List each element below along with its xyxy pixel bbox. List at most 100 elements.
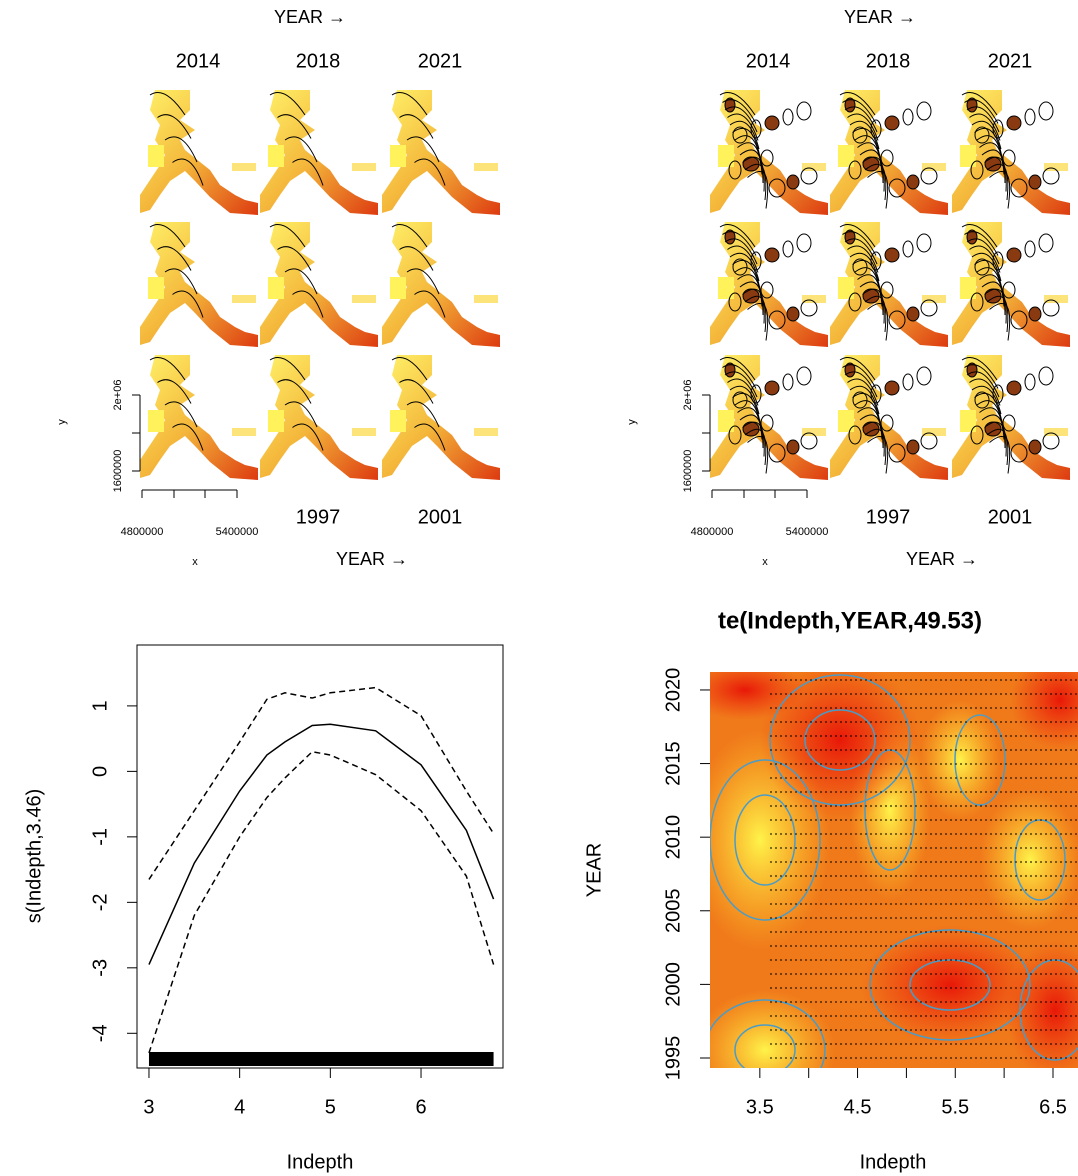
curve	[148, 750, 495, 1054]
y-tick-label: 2e+06	[682, 380, 694, 411]
contour	[1010, 310, 1028, 330]
contour	[292, 290, 324, 318]
contour	[984, 156, 1002, 172]
y-tick-label: -2	[89, 893, 111, 911]
curve	[148, 723, 495, 965]
contour	[1042, 167, 1060, 185]
map-shape	[140, 355, 258, 480]
contour	[842, 364, 877, 389]
contour	[1042, 432, 1060, 450]
contour	[768, 310, 786, 330]
contour	[722, 364, 757, 389]
contour	[857, 407, 883, 440]
x-axis-label: Indepth	[860, 1151, 927, 1173]
contour	[728, 292, 742, 312]
x-tick-label: 4800000	[121, 526, 164, 538]
contour	[719, 92, 756, 116]
contour	[839, 224, 876, 248]
contour	[769, 674, 911, 806]
contour	[870, 384, 882, 404]
map-shape	[382, 355, 500, 480]
contour	[786, 439, 800, 455]
map-fragment	[802, 428, 826, 436]
y-axis-label: YEAR	[583, 843, 605, 897]
contour	[964, 99, 999, 124]
map-panel	[382, 90, 500, 215]
contour	[847, 378, 879, 406]
contour	[859, 414, 884, 449]
contour	[964, 231, 999, 256]
map-fragment	[148, 277, 164, 299]
map-fragment	[390, 410, 406, 432]
contour	[966, 371, 1000, 398]
map-panel	[260, 90, 378, 215]
contour	[844, 238, 878, 265]
y-tick-label: 1600000	[112, 450, 124, 493]
contour	[164, 268, 198, 295]
y-tick-label: 2000	[662, 962, 684, 1007]
contour	[399, 114, 434, 139]
contour	[149, 224, 186, 248]
y-axis-label: y	[56, 419, 68, 425]
contour	[1028, 306, 1042, 322]
bottom-label: 2001	[418, 506, 463, 528]
contour	[839, 357, 876, 381]
x-tick-label: 5400000	[786, 526, 829, 538]
contour	[884, 115, 900, 131]
contour	[742, 156, 760, 172]
contour	[984, 156, 1007, 192]
contour	[864, 163, 887, 201]
contour	[734, 794, 796, 886]
contour	[782, 240, 794, 258]
contour	[727, 245, 759, 273]
map-panel	[710, 355, 828, 480]
column-label: 2021	[988, 50, 1033, 72]
contour	[732, 126, 748, 144]
contour	[992, 384, 1004, 404]
contour	[992, 119, 1004, 139]
contour	[986, 428, 1009, 466]
contour	[984, 288, 1007, 324]
map-panel	[382, 222, 500, 347]
contour	[164, 401, 198, 428]
contour	[974, 126, 990, 144]
column-label: 2018	[866, 50, 911, 72]
contour	[979, 407, 1005, 440]
contour	[848, 292, 862, 312]
map-panel	[140, 355, 258, 480]
map-fragment	[148, 410, 164, 432]
map-fragment	[960, 277, 976, 299]
heat-low	[860, 925, 1040, 1045]
contour	[847, 113, 879, 141]
contour	[864, 428, 887, 466]
contour	[961, 92, 998, 116]
contour	[852, 126, 868, 144]
contour	[744, 163, 767, 201]
map-panel	[260, 222, 378, 347]
y-tick-label: -3	[89, 959, 111, 977]
contour	[742, 421, 760, 437]
contour	[867, 436, 889, 474]
contour	[277, 379, 312, 404]
y-tick-label: 2010	[662, 815, 684, 860]
contour	[747, 171, 769, 209]
map-fragment	[718, 145, 734, 167]
contour	[750, 384, 762, 404]
map-fragment	[268, 277, 284, 299]
contour	[742, 288, 765, 324]
y-tick-label: 2015	[662, 741, 684, 786]
map-panel	[952, 355, 1070, 480]
contour	[880, 414, 894, 432]
map-fragment	[718, 410, 734, 432]
map-panel	[710, 222, 828, 347]
contour	[1028, 174, 1042, 190]
contour	[277, 246, 312, 271]
map-fragment	[352, 163, 376, 171]
contour	[902, 108, 914, 126]
map-fragment	[232, 163, 256, 171]
map-fragment	[352, 295, 376, 303]
map-panel	[830, 355, 948, 480]
map-fragment	[838, 145, 854, 167]
contour	[842, 231, 877, 256]
